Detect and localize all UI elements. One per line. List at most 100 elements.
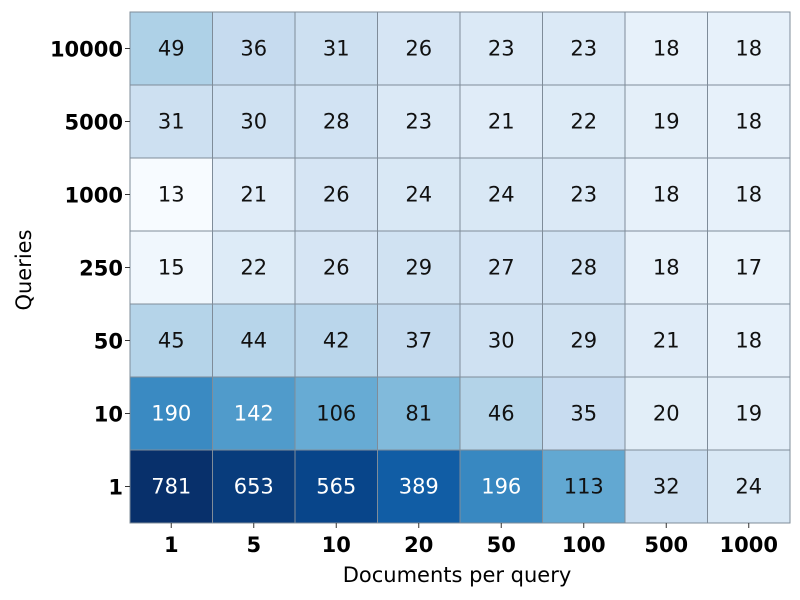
cell-value-label: 22	[240, 256, 267, 280]
cell-value-label: 22	[570, 110, 597, 134]
cell-value-label: 19	[653, 110, 680, 134]
cell-value-label: 389	[399, 475, 439, 499]
heatmap-cell	[542, 11, 626, 86]
heatmap-cell	[707, 303, 791, 378]
x-tick-label: 20	[404, 533, 433, 557]
cell-value-label: 565	[316, 475, 356, 499]
heatmap-cell	[624, 376, 708, 451]
heatmap-cell	[294, 157, 378, 232]
heatmap-cell	[624, 230, 708, 305]
cell-value-label: 30	[240, 110, 267, 134]
heatmap-cell	[294, 376, 378, 451]
cell-value-label: 37	[405, 329, 432, 353]
cell-value-label: 18	[735, 110, 762, 134]
cell-value-label: 32	[653, 475, 680, 499]
cell-value-label: 28	[570, 256, 597, 280]
heatmap-cell	[129, 230, 213, 305]
x-tick-label: 100	[562, 533, 606, 557]
y-tick-label: 50	[94, 330, 123, 354]
cell-value-label: 28	[323, 110, 350, 134]
heatmap-cell	[707, 449, 791, 524]
cell-value-label: 653	[234, 475, 274, 499]
cell-value-label: 24	[488, 183, 515, 207]
cell-value-label: 23	[570, 37, 597, 61]
cell-value-label: 26	[323, 256, 350, 280]
cell-value-label: 30	[488, 329, 515, 353]
heatmap-cell	[377, 84, 461, 159]
heatmap-cell	[294, 449, 378, 524]
heatmap-cell	[377, 230, 461, 305]
cell-value-label: 23	[405, 110, 432, 134]
cell-value-label: 18	[653, 183, 680, 207]
heatmap-cell	[459, 84, 543, 159]
cell-value-label: 20	[653, 402, 680, 426]
y-tick-label: 5000	[65, 111, 123, 135]
cell-value-label: 81	[405, 402, 432, 426]
heatmap-cell	[542, 376, 626, 451]
cell-value-label: 29	[570, 329, 597, 353]
cell-value-label: 106	[316, 402, 356, 426]
x-tick-label: 500	[644, 533, 688, 557]
heatmap-cell	[212, 11, 296, 86]
heatmap-cell	[377, 11, 461, 86]
heatmap-cell	[459, 230, 543, 305]
cell-value-label: 17	[735, 256, 762, 280]
cell-value-label: 18	[735, 37, 762, 61]
heatmap-cell	[459, 376, 543, 451]
x-axis-ticks: 1 5 10 20 50 100 500 1000	[164, 523, 778, 557]
cell-value-label: 190	[151, 402, 191, 426]
cell-value-label: 24	[405, 183, 432, 207]
cell-value-label: 45	[158, 329, 185, 353]
x-tick-label: 50	[487, 533, 516, 557]
x-axis-label: Documents per query	[343, 563, 572, 587]
x-tick-label: 1	[164, 533, 179, 557]
cell-value-label: 26	[405, 37, 432, 61]
y-tick-label: 1	[108, 476, 123, 500]
cell-value-label: 21	[653, 329, 680, 353]
heatmap-cell	[459, 157, 543, 232]
heatmap-cell	[624, 449, 708, 524]
y-tick-label: 1000	[65, 184, 123, 208]
cell-value-label: 31	[323, 37, 350, 61]
heatmap-cell	[624, 157, 708, 232]
heatmap-cell	[129, 449, 213, 524]
heatmap-cell	[459, 303, 543, 378]
y-axis-label: Queries	[12, 229, 36, 310]
cell-value-label: 24	[735, 475, 762, 499]
heatmap-cell	[707, 376, 791, 451]
heatmap-cell	[377, 303, 461, 378]
heatmap-cell	[624, 303, 708, 378]
cell-value-label: 781	[151, 475, 191, 499]
cell-value-label: 23	[488, 37, 515, 61]
cell-value-label: 46	[488, 402, 515, 426]
cell-value-label: 49	[158, 37, 185, 61]
cell-value-label: 19	[735, 402, 762, 426]
cell-value-label: 44	[240, 329, 267, 353]
cell-value-label: 196	[481, 475, 521, 499]
x-tick-label: 10	[322, 533, 351, 557]
cell-value-label: 36	[240, 37, 267, 61]
heatmap-cell	[542, 303, 626, 378]
heatmap-cell	[459, 449, 543, 524]
cell-value-label: 18	[653, 37, 680, 61]
heatmap-cell	[542, 157, 626, 232]
cell-value-label: 29	[405, 256, 432, 280]
cell-value-label: 21	[488, 110, 515, 134]
heatmap-cell	[707, 11, 791, 86]
cell-value-label: 18	[735, 183, 762, 207]
cell-value-label: 31	[158, 110, 185, 134]
heatmap-cell	[377, 157, 461, 232]
y-tick-label: 250	[79, 257, 123, 281]
heatmap-cell	[707, 157, 791, 232]
heatmap-cell	[542, 449, 626, 524]
cell-value-label: 35	[570, 402, 597, 426]
cell-value-label: 27	[488, 256, 515, 280]
cell-value-label: 18	[735, 329, 762, 353]
heatmap-cell	[459, 11, 543, 86]
y-axis-ticks: 10000 5000 1000 250 50 10 1	[50, 38, 130, 500]
heatmap-cell	[294, 230, 378, 305]
heatmap-cell	[542, 84, 626, 159]
heatmap-cells: 49 36 31 26 23 23 18 18 31 30 28 23 21 22 19 18 13 21 26 24…	[129, 11, 791, 524]
heatmap-cell	[294, 303, 378, 378]
